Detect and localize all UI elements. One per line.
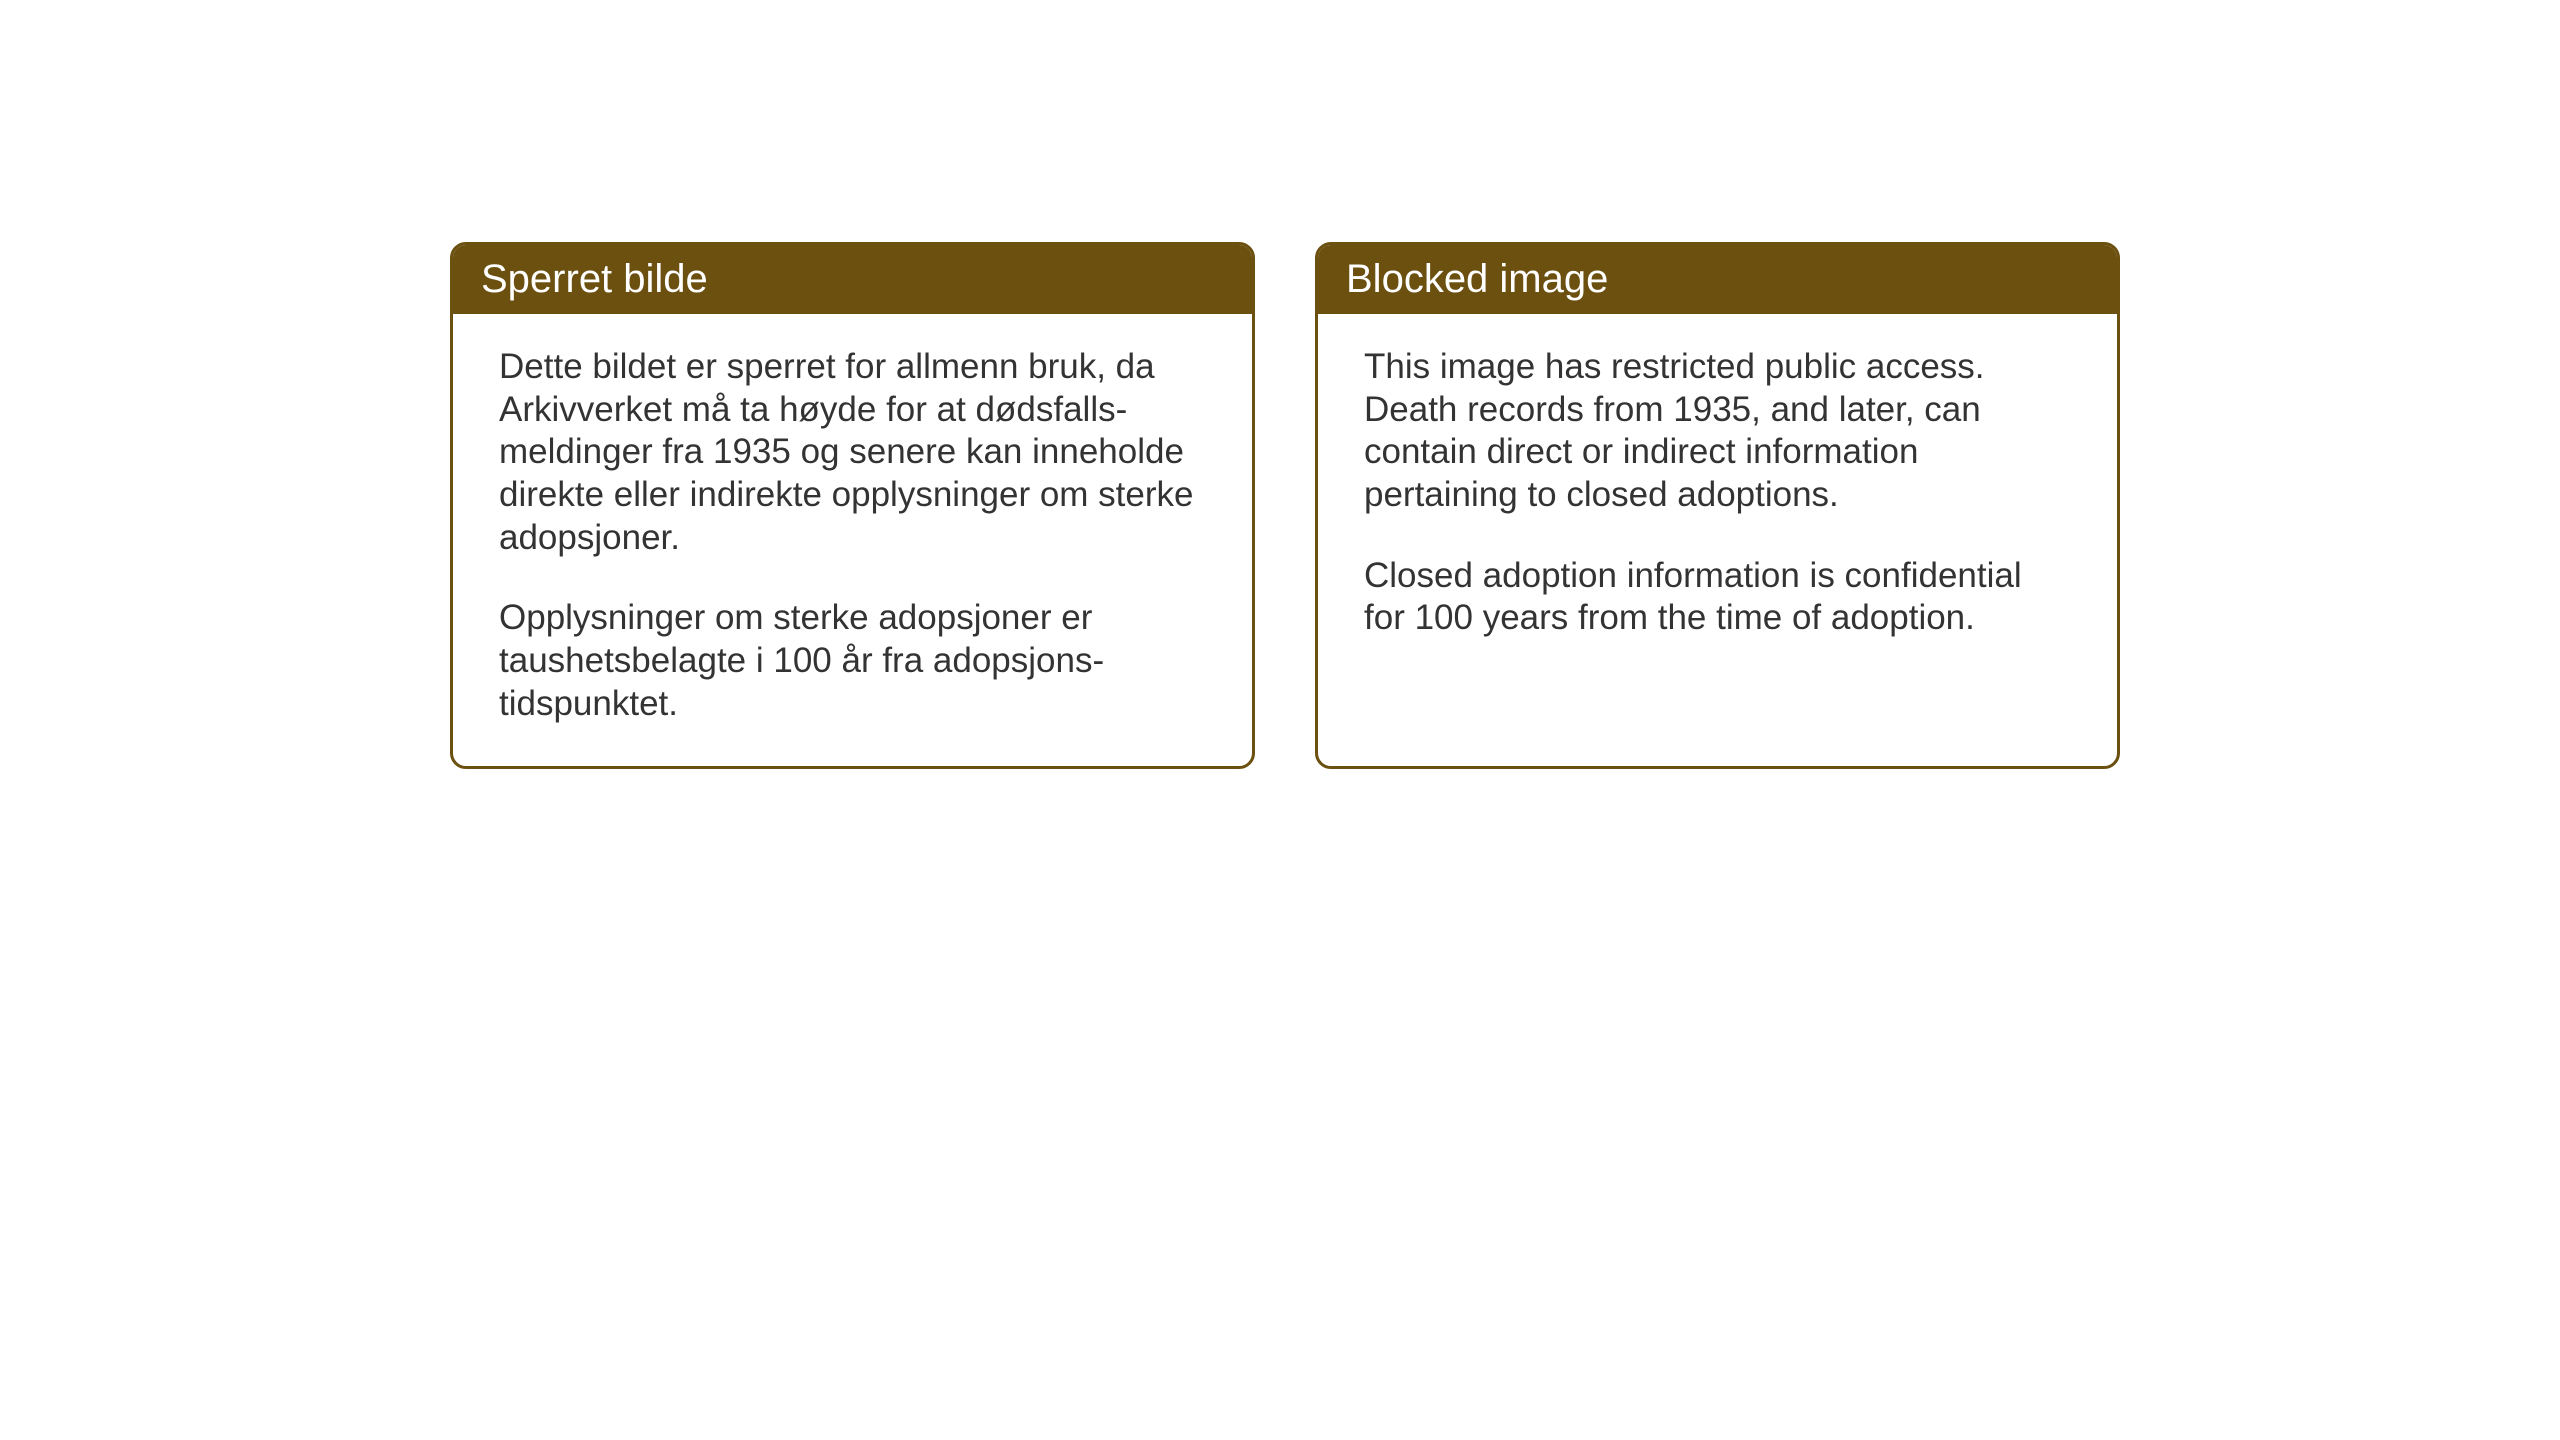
card-paragraph: Dette bildet er sperret for allmenn bruk… bbox=[499, 346, 1206, 559]
card-title: Blocked image bbox=[1346, 257, 1608, 301]
card-header: Blocked image bbox=[1318, 245, 2117, 314]
card-paragraph: This image has restricted public access.… bbox=[1364, 346, 2071, 517]
card-title: Sperret bilde bbox=[481, 257, 708, 301]
card-body: This image has restricted public access.… bbox=[1318, 314, 2117, 680]
notice-card-english: Blocked image This image has restricted … bbox=[1315, 242, 2120, 769]
card-body: Dette bildet er sperret for allmenn bruk… bbox=[453, 314, 1252, 766]
notice-card-norwegian: Sperret bilde Dette bildet er sperret fo… bbox=[450, 242, 1255, 769]
notice-container: Sperret bilde Dette bildet er sperret fo… bbox=[0, 0, 2560, 769]
card-paragraph: Opplysninger om sterke adopsjoner er tau… bbox=[499, 597, 1206, 725]
card-paragraph: Closed adoption information is confident… bbox=[1364, 555, 2071, 640]
card-header: Sperret bilde bbox=[453, 245, 1252, 314]
